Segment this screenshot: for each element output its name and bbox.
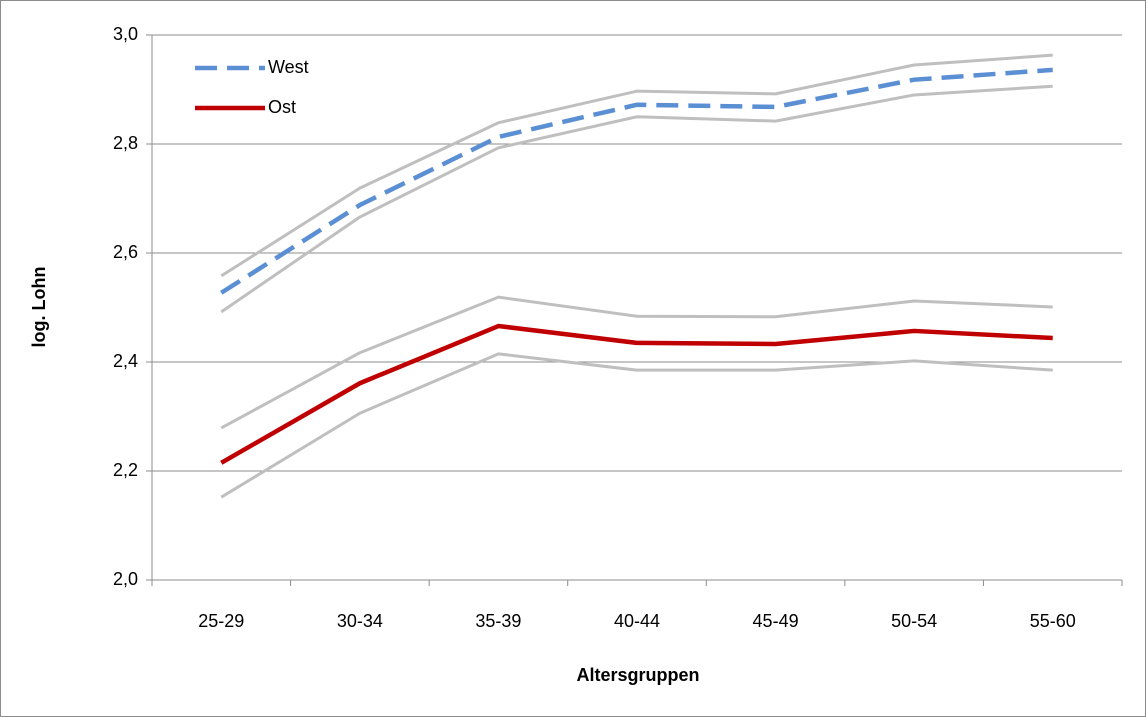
y-axis-title: log. Lohn	[29, 267, 49, 348]
x-tick-label: 30-34	[337, 611, 383, 631]
y-tick-label: 2,6	[113, 242, 138, 262]
y-tick-label: 2,2	[113, 460, 138, 480]
series-line	[220, 67, 1053, 295]
x-tick-label: 40-44	[614, 611, 660, 631]
series-line	[220, 84, 1053, 314]
y-tick-label: 2,4	[113, 351, 138, 371]
series-line	[220, 352, 1053, 499]
x-tick-label: 35-39	[475, 611, 521, 631]
legend-label: West	[268, 57, 309, 77]
x-axis-title: Altersgruppen	[576, 665, 699, 685]
x-tick-label: 55-60	[1030, 611, 1076, 631]
legend-label: Ost	[268, 97, 296, 117]
y-tick-label: 3,0	[113, 24, 138, 44]
series-line	[220, 295, 1053, 430]
y-tick-label: 2,8	[113, 133, 138, 153]
x-tick-label: 45-49	[753, 611, 799, 631]
series-line	[220, 53, 1053, 278]
y-tick-label: 2,0	[113, 569, 138, 589]
x-tick-label: 25-29	[198, 611, 244, 631]
x-tick-label: 50-54	[891, 611, 937, 631]
series-line	[220, 323, 1053, 465]
